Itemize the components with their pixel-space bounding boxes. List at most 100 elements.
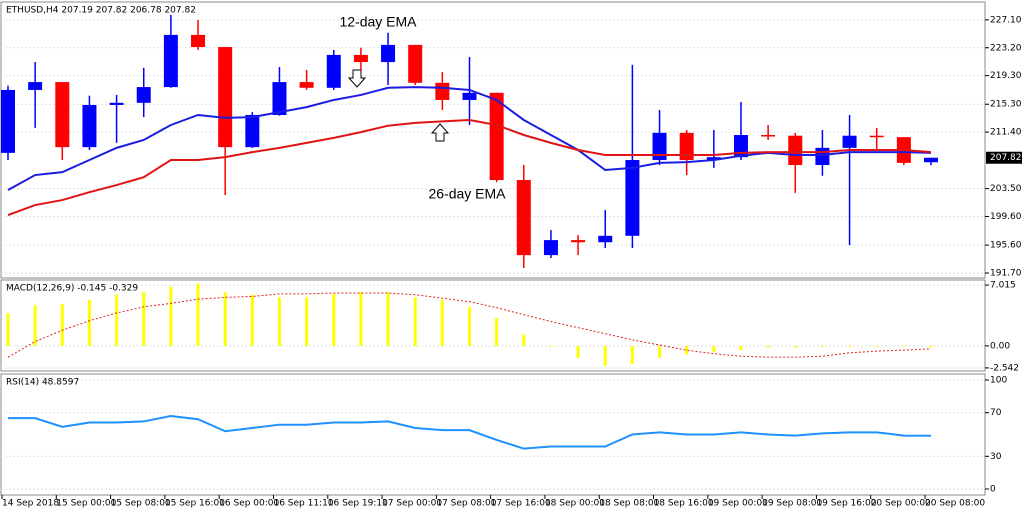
histogram-bar [576,345,580,358]
y-tick-label: 7.015 [990,281,1016,291]
x-tick-label: 18 Sep 00:00 [545,499,605,509]
histogram-bar [658,345,662,358]
histogram-bar [766,345,770,348]
histogram-bar [169,286,173,346]
y-tick-label: 30 [990,452,1002,462]
histogram-bar [115,294,119,346]
y-tick-label: 70 [990,408,1002,418]
x-tick-label: 20 Sep 08:00 [925,499,985,509]
candle-body [571,240,586,243]
annotation: 26-day EMA [428,186,506,202]
x-tick-label: 15 Sep 08:00 [111,499,171,509]
x-tick-label: 17 Sep 16:00 [491,499,551,509]
histogram-bar [6,313,10,346]
histogram-bar [603,345,607,366]
candle-body [815,147,830,166]
price-label: 207.82 [990,153,1022,163]
candle-body [381,44,396,63]
x-tick-label: 18 Sep 08:00 [599,499,659,509]
histogram-bar [549,345,553,347]
histogram-bar [87,299,91,346]
histogram-bar [495,318,499,346]
histogram-bar [522,334,526,346]
candle-body [761,134,776,137]
panel-frame [0,373,986,496]
candle-body [299,82,314,88]
candle-body [733,134,748,158]
histogram-bar [712,345,716,352]
histogram-bar [332,293,336,346]
panel-title: RSI(14) 48.8597 [6,378,79,388]
candle-body [218,47,233,148]
histogram-bar [196,283,200,346]
indicator-line [7,118,932,217]
histogram-bar [739,345,743,351]
annotation: 12-day EMA [339,14,417,30]
x-tick-label: 14 Sep 2018 [2,499,59,509]
candle-body [788,135,803,166]
candle-body [516,180,531,256]
histogram-bar [142,292,146,346]
histogram-bar [929,345,933,348]
candle-body [869,135,884,138]
candle-body [625,160,640,236]
y-tick-label: 0.00 [990,341,1010,351]
candle-body [842,135,857,148]
x-tick-label: 19 Sep 00:00 [708,499,768,509]
x-tick-label: 16 Sep 00:00 [219,499,279,509]
x-tick-label: 15 Sep 16:00 [165,499,225,509]
histogram-bar [250,294,254,346]
y-tick-label: 223.20 [990,43,1022,53]
x-tick-label: 15 Sep 00:00 [56,499,116,509]
y-tick-label: 227.10 [990,15,1022,25]
histogram-bar [33,305,37,346]
histogram-bar [820,345,824,347]
histogram-bar [60,304,64,346]
y-tick-label: 219.30 [990,71,1022,81]
candle-body [272,82,287,115]
histogram-bar [875,345,879,347]
candle-body [435,82,450,100]
candle-body [163,34,178,88]
histogram-bar [359,292,363,346]
x-tick-label: 19 Sep 08:00 [762,499,822,509]
histogram-bar [386,292,390,346]
candle-body [462,92,477,100]
y-tick-label: 203.50 [990,184,1022,194]
candle-body [408,44,423,83]
histogram-bar [902,345,906,347]
histogram-bar [848,345,852,347]
histogram-bar [305,297,309,346]
candle-body [598,235,613,243]
panel-title: MACD(12,26,9) -0.145 -0.329 [6,284,138,294]
arrow-up [430,123,450,142]
x-tick-label: 16 Sep 11:10 [273,499,333,509]
x-tick-label: 17 Sep 00:00 [382,499,442,509]
panel-frame [0,279,986,372]
candle-body [191,34,206,48]
arrow-down [347,69,367,88]
indicator-line [8,414,932,450]
y-tick-label: 191.70 [990,268,1022,278]
histogram-bar [630,345,634,365]
candle-body [82,104,97,148]
x-tick-label: 16 Sep 19:10 [328,499,388,509]
y-tick-label: 211.40 [990,128,1022,138]
candle-body [1,89,15,153]
histogram-bar [793,345,797,348]
candle-body [489,92,504,181]
y-tick-label: 199.60 [990,212,1022,222]
y-tick-label: 0 [990,485,996,495]
histogram-bar [277,297,281,346]
candle-body [55,82,70,148]
candle-body [109,102,124,105]
y-tick-label: 100 [990,375,1007,385]
x-tick-label: 18 Sep 16:00 [654,499,714,509]
indicator-line [7,292,932,358]
candle-body [679,132,694,161]
panel-title: ETHUSD,H4 207.19 207.82 206.78 207.82 [6,6,196,16]
indicator-line [7,86,932,191]
candle-body [652,132,667,161]
y-tick-label: 195.60 [990,241,1022,251]
